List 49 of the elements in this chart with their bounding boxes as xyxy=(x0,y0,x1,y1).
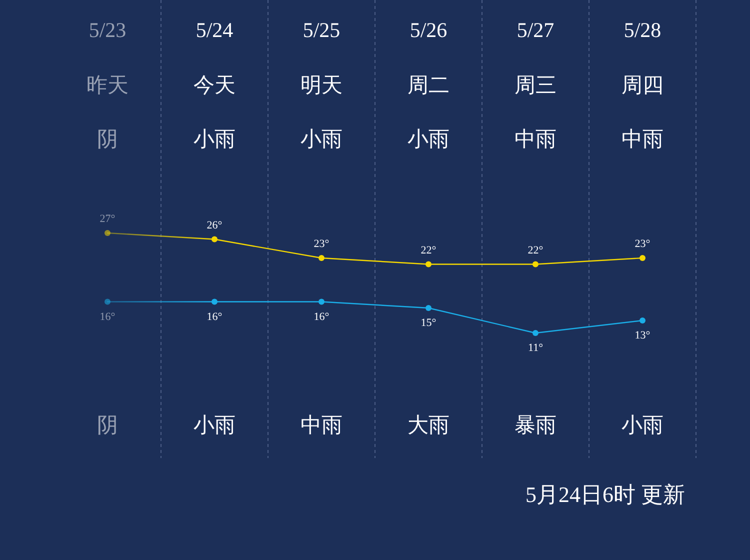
point xyxy=(640,318,646,324)
x-tick-label: 5/26 xyxy=(410,18,448,42)
point xyxy=(426,305,432,311)
data-label: 23° xyxy=(634,238,650,250)
text: 小雨 xyxy=(622,413,664,437)
x-tick-label: 5/23 xyxy=(88,18,126,42)
text: 中雨 xyxy=(514,127,556,151)
text: 5月24日6时 更新 xyxy=(526,482,685,507)
data-label: 15° xyxy=(420,317,436,329)
text: 周四 xyxy=(622,73,664,97)
point xyxy=(318,298,324,305)
data-label: 11° xyxy=(528,342,543,354)
x-tick-label: 5/27 xyxy=(516,18,554,42)
text: 阴 xyxy=(97,413,118,437)
text: 小雨 xyxy=(194,127,236,151)
data-label: 27° xyxy=(100,213,116,225)
text: 小雨 xyxy=(300,127,342,151)
data-label: 13° xyxy=(634,330,650,342)
point xyxy=(426,261,432,268)
point xyxy=(532,330,538,336)
point xyxy=(212,298,218,305)
point xyxy=(532,261,538,268)
point xyxy=(104,230,110,236)
text: 小雨 xyxy=(408,127,450,151)
point xyxy=(104,298,110,305)
data-label: 22° xyxy=(528,244,544,256)
text: 大雨 xyxy=(408,413,450,437)
text: 今天 xyxy=(194,73,236,97)
text: 昨天 xyxy=(86,73,128,97)
x-tick-label: 5/28 xyxy=(624,18,662,42)
text: 中雨 xyxy=(622,127,664,151)
data-label: 16° xyxy=(314,310,330,323)
text: 小雨 xyxy=(194,413,236,437)
point xyxy=(640,255,646,261)
point xyxy=(212,236,218,242)
data-label: 16° xyxy=(206,310,222,323)
point xyxy=(318,255,324,261)
x-tick-label: 5/24 xyxy=(196,18,234,42)
data-label: 26° xyxy=(206,219,222,232)
x-tick-label: 5/25 xyxy=(302,18,340,42)
text: 周三 xyxy=(514,73,556,97)
text: 明天 xyxy=(300,73,342,97)
text: 阴 xyxy=(97,127,118,151)
data-label: 22° xyxy=(420,244,436,256)
text: 暴雨 xyxy=(514,413,556,437)
text: 中雨 xyxy=(300,413,342,437)
data-label: 23° xyxy=(314,238,330,250)
data-label: 16° xyxy=(100,310,116,323)
text: 周二 xyxy=(408,73,450,97)
